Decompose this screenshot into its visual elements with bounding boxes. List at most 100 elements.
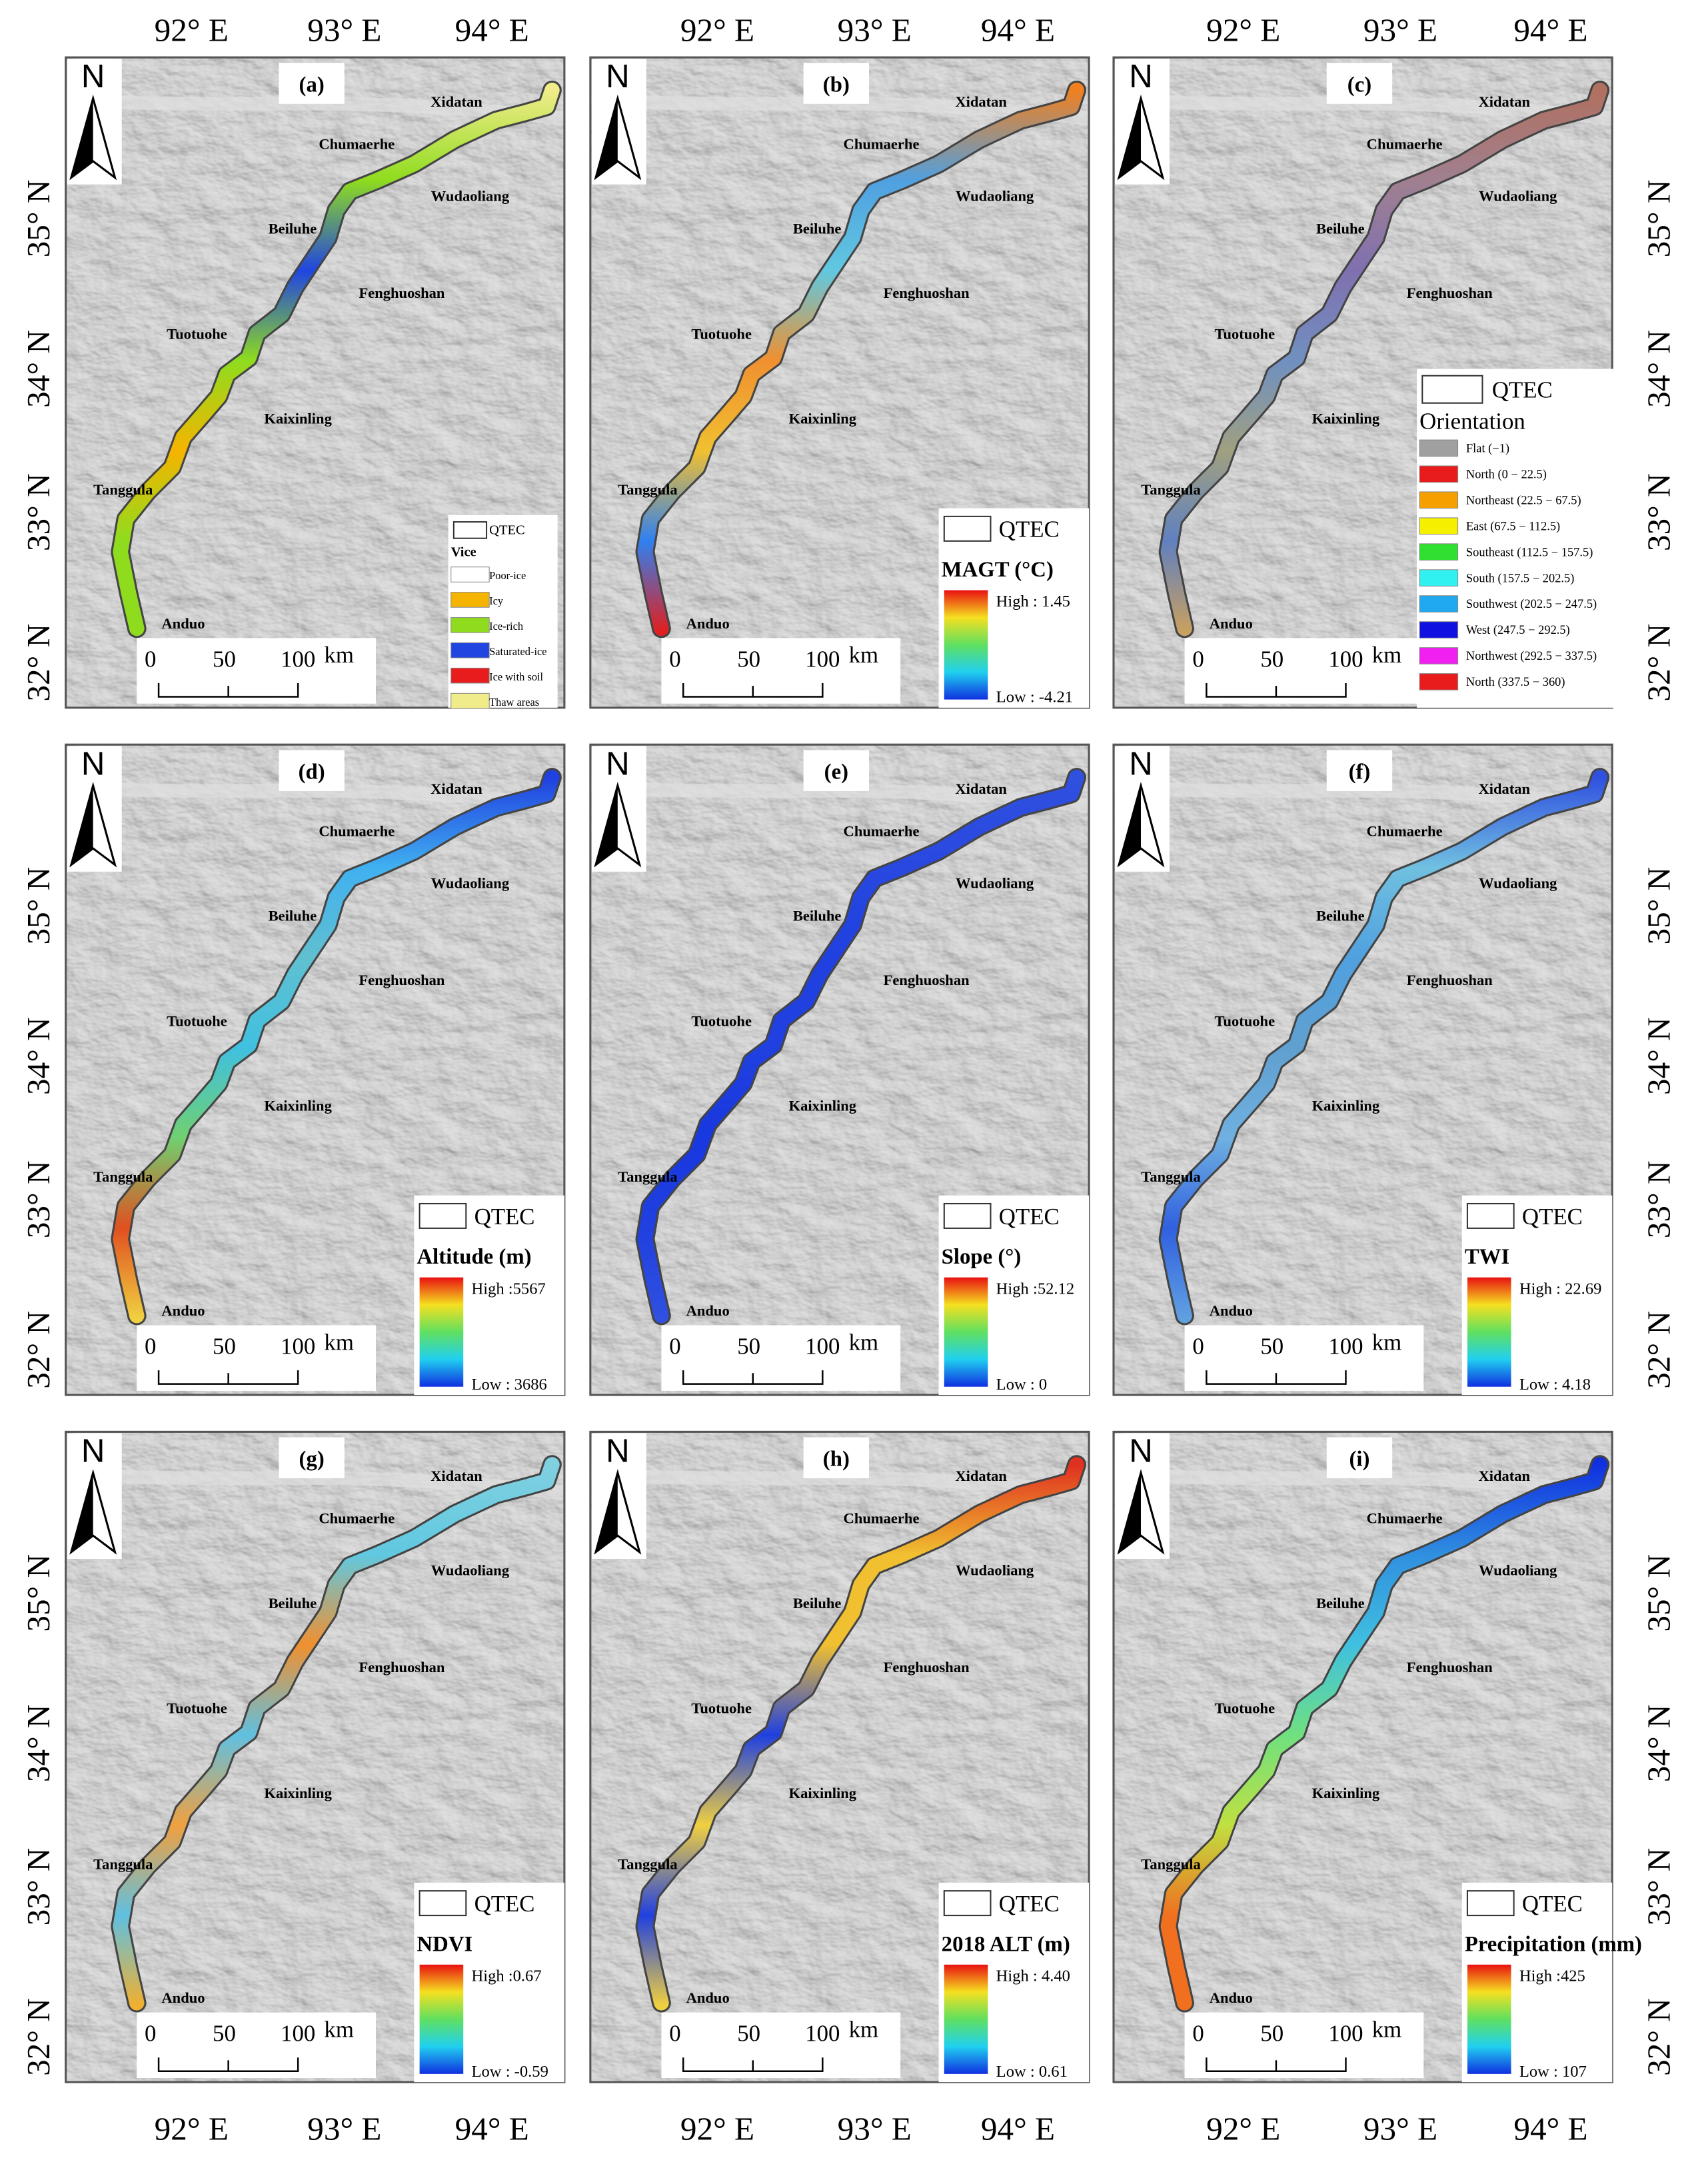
panel-label-box (803, 63, 870, 104)
legend-low: Low : 107 (1519, 2063, 1587, 2081)
north-label: N (81, 745, 105, 782)
scale-bar (1206, 682, 1347, 698)
scale-unit: km (1372, 1329, 1402, 1355)
north-arrow-fill (1119, 98, 1141, 178)
place-name: Xidatan (1478, 93, 1530, 110)
place-name: Kaixinling (264, 410, 332, 427)
route (637, 83, 1084, 636)
qtec-swatch (943, 515, 992, 542)
scale-bar-box (137, 1325, 377, 1391)
place-name: Tanggula (93, 481, 153, 498)
latitude-label: 34° N (1640, 1704, 1677, 1782)
place-name: Fenghuoshan (359, 972, 444, 988)
legend-title: Altitude (m) (417, 1245, 532, 1269)
route (1160, 770, 1608, 1324)
longitude-label: 93° E (307, 11, 381, 48)
scale-bar-box (1184, 638, 1424, 704)
map-panel: N (f) Xidatan Chumaerhe Wudaoliang Beiluhe Fen… (1112, 743, 1613, 1396)
scale-bar-box (661, 2012, 901, 2079)
qtec-label: QTEC (999, 517, 1060, 542)
place-name: Wudaoliang (1479, 187, 1557, 204)
latitude-label: 35° N (20, 1554, 57, 1632)
legend-item: Thaw areas (489, 696, 539, 708)
color-ramp (1467, 1277, 1511, 1387)
scale-unit: km (849, 642, 879, 668)
legend-swatch (1419, 673, 1459, 690)
latitude-label: 34° N (1640, 1017, 1677, 1095)
panel-label: (d) (299, 760, 325, 784)
longitude-label: 94° E (455, 11, 529, 48)
legend-swatch (1419, 621, 1459, 638)
route (1160, 83, 1608, 636)
route (113, 770, 560, 1324)
place-name: Wudaoliang (431, 1562, 510, 1579)
panel-label: (c) (1347, 73, 1371, 97)
place-name: Tuotuohe (1214, 1013, 1275, 1030)
panel-label: (i) (1349, 1448, 1370, 1472)
north-label: N (606, 745, 630, 782)
place-name: Tanggula (93, 1855, 153, 1872)
panel-label-box (803, 750, 870, 791)
legend-swatch (450, 566, 490, 582)
legend-item: Icy (489, 594, 504, 607)
legend-title: Precipitation (mm) (1465, 1932, 1642, 1956)
north-label: N (1129, 58, 1153, 95)
place-name: Chumaerhe (1367, 135, 1443, 152)
legend-swatch (1419, 569, 1459, 586)
scale-bar-box (137, 638, 377, 704)
panel-label-box (1326, 1437, 1393, 1479)
legend-item: North (337.5 − 360) (1466, 675, 1565, 689)
scale-tick-label: 100 (1328, 1334, 1363, 1360)
scale-tick-label: 100 (805, 2021, 840, 2047)
route (113, 83, 560, 636)
place-name: Anduo (1210, 615, 1253, 632)
scale-tick-label: 100 (281, 1334, 315, 1360)
place-name: Xidatan (430, 93, 482, 110)
longitude-label: 93° E (1363, 2110, 1437, 2147)
scale-tick-label: 0 (669, 646, 680, 672)
legend-low: Low : 3686 (472, 1376, 547, 1394)
panel-label: (g) (299, 1448, 325, 1472)
panel-border (1112, 1430, 1613, 2083)
north-label: N (81, 1432, 105, 1469)
map-panel: N (a) Xidatan Chumaerhe Wudaoliang Beiluhe Fen… (65, 56, 566, 709)
legend-item: Southeast (112.5 − 157.5) (1466, 545, 1593, 559)
legend-swatch (450, 667, 490, 684)
panel-label: (b) (823, 73, 850, 97)
place-name: Kaixinling (264, 1785, 332, 1801)
latitude-label: 33° N (1640, 1161, 1677, 1239)
scale-bar (1206, 2057, 1347, 2072)
longitude-label: 92° E (680, 11, 754, 48)
legend-item: Northeast (22.5 − 67.5) (1466, 493, 1581, 507)
legend-item: South (157.5 − 202.5) (1466, 571, 1575, 585)
map-panel: N (e) Xidatan Chumaerhe Wudaoliang Beiluhe Fen… (589, 743, 1090, 1396)
legend-swatch (1419, 439, 1459, 457)
place-name: Xidatan (955, 93, 1007, 110)
panel-label-box (1326, 63, 1393, 104)
place-name: Xidatan (955, 780, 1007, 797)
scale-bar-box (137, 2012, 377, 2079)
map-panel: N (g) Xidatan Chumaerhe Wudaoliang Beiluhe Fen… (65, 1430, 566, 2083)
panel-label-box (279, 63, 345, 104)
panel-border (65, 1430, 566, 2083)
scale-bar (682, 682, 824, 698)
place-name: Xidatan (1478, 1468, 1530, 1484)
latitude-label: 32° N (1640, 624, 1677, 702)
place-name: Anduo (161, 615, 205, 632)
north-label: N (81, 58, 105, 95)
legend-item: Northwest (292.5 − 337.5) (1466, 649, 1597, 663)
panel-border (65, 743, 566, 1396)
place-name: Tanggula (1141, 1168, 1200, 1185)
panel-border (589, 56, 1090, 709)
legend-high: High :52.12 (996, 1280, 1074, 1298)
place-name: Chumaerhe (319, 823, 395, 840)
scale-tick-label: 100 (281, 646, 315, 672)
map-panel: N (d) Xidatan Chumaerhe Wudaoliang Beiluhe Fen… (65, 743, 566, 1396)
color-ramp (944, 590, 988, 700)
place-name: Tuotuohe (167, 325, 227, 342)
legend-high: High : 22.69 (1519, 1280, 1602, 1298)
place-name: Fenghuoshan (1407, 285, 1493, 301)
place-name: Wudaoliang (431, 187, 510, 204)
map-panel: N (h) Xidatan Chumaerhe Wudaoliang Beiluhe Fen… (589, 1430, 1090, 2083)
panel-label-box (279, 1437, 345, 1479)
